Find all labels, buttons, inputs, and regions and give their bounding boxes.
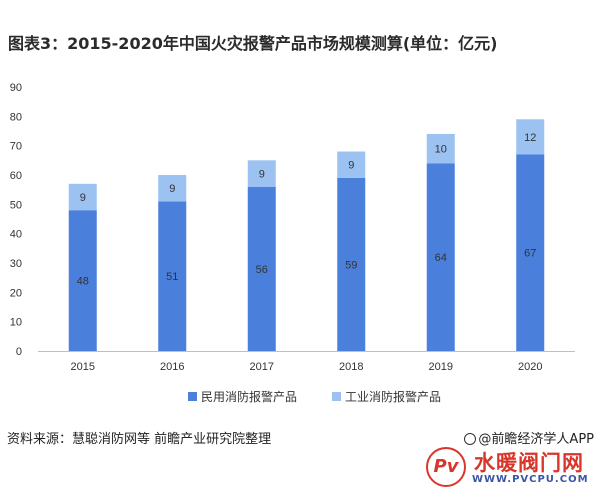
bar-segment — [337, 151, 366, 178]
bar-segment — [68, 183, 97, 211]
y-tick-label: 80 — [10, 111, 22, 123]
y-tick-label: 30 — [10, 258, 22, 270]
y-tick-label: 10 — [10, 317, 22, 329]
data-label: 9 — [80, 192, 86, 204]
watermark-text: 水暖阀门网 — [474, 451, 584, 475]
legend-swatch — [188, 392, 197, 401]
bar-segment — [158, 175, 187, 202]
x-tick-label: 2020 — [518, 361, 542, 373]
y-tick-label: 0 — [16, 346, 22, 358]
data-label: 56 — [256, 264, 268, 276]
x-tick-label: 2016 — [160, 361, 184, 373]
watermark-logo: Pv — [426, 447, 466, 487]
y-tick-label: 50 — [10, 199, 22, 211]
data-label: 10 — [435, 144, 447, 156]
bar-segment — [516, 119, 545, 155]
legend-swatch — [332, 392, 341, 401]
x-tick-label: 2015 — [71, 361, 95, 373]
bar-segment — [426, 133, 455, 164]
data-label: 9 — [169, 183, 175, 195]
bar-segment — [247, 186, 276, 351]
y-tick-label: 90 — [10, 82, 22, 94]
data-label: 9 — [259, 169, 265, 181]
bar-segment — [247, 160, 276, 187]
legend-label: 工业消防报警产品 — [345, 389, 441, 404]
x-tick-label: 2017 — [250, 361, 274, 373]
brand-icon — [464, 433, 477, 445]
data-label: 51 — [166, 271, 178, 283]
y-tick-label: 60 — [10, 170, 22, 182]
data-label: 59 — [345, 259, 357, 271]
watermark-url: WWW.PVCPU.COM — [472, 474, 589, 485]
bar-segment — [337, 177, 366, 351]
data-label: 12 — [524, 132, 536, 144]
x-tick-label: 2019 — [429, 361, 453, 373]
site-watermark: Pv 水暖阀门网 WWW.PVCPU.COM — [426, 445, 594, 491]
y-tick-label: 20 — [10, 287, 22, 299]
bar-segment — [68, 210, 97, 351]
chart-title: 图表3：2015-2020年中国火灾报警产品市场规模测算(单位：亿元) — [8, 34, 498, 53]
legend-label: 民用消防报警产品 — [201, 389, 297, 404]
data-label: 48 — [77, 276, 89, 288]
x-tick-label: 2018 — [339, 361, 363, 373]
y-tick-label: 40 — [10, 229, 22, 241]
bar-segment — [516, 154, 545, 351]
source-note: 资料来源：慧聪消防网等 前瞻产业研究院整理 — [7, 432, 272, 447]
brand-credit: @前瞻经济学人APP — [464, 428, 594, 447]
data-label: 64 — [435, 252, 447, 264]
data-label: 67 — [524, 248, 536, 260]
data-label: 9 — [348, 160, 354, 172]
brand-text: @前瞻经济学人APP — [478, 432, 594, 447]
stacked-bar-chart: 0 10 20 30 40 50 60 70 80 90 48 9 2015 51 9 2016 56 9 2017… — [10, 82, 575, 404]
bar-segment — [158, 201, 187, 351]
bar-segment — [426, 163, 455, 351]
y-tick-label: 70 — [10, 141, 22, 153]
